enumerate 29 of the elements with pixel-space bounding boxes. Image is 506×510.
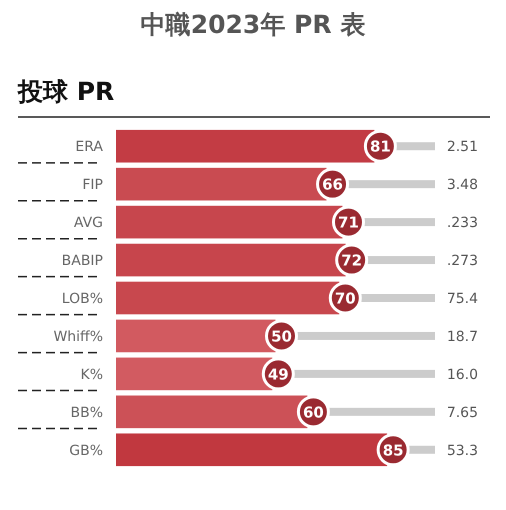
data-label: 81	[370, 138, 391, 156]
text: 75.4	[446, 291, 478, 307]
y-tick-label: BB%	[70, 404, 103, 421]
y-tick-label: ERA	[75, 139, 104, 156]
data-label: 72	[341, 252, 362, 270]
y-tick-label: LOB%	[62, 291, 103, 307]
text: 2.51	[446, 139, 478, 156]
text: .233	[446, 215, 478, 232]
text: 3.48	[446, 177, 478, 194]
y-tick-label: Whiff%	[53, 328, 103, 345]
data-label: 66	[322, 176, 343, 194]
y-tick-label: AVG	[74, 215, 103, 232]
text: 18.7	[446, 328, 478, 345]
data-label: 85	[382, 441, 404, 460]
text: .273	[446, 253, 478, 270]
y-tick-label: BABIP	[62, 253, 103, 270]
chart-subtitle: 投球 PR	[17, 77, 114, 106]
data-label: 70	[334, 290, 356, 308]
text: 7.65	[446, 404, 478, 421]
text: 16.0	[446, 366, 478, 383]
text: 53.3	[446, 442, 478, 459]
y-tick-label: K%	[80, 366, 103, 383]
y-tick-label: FIP	[82, 177, 103, 194]
data-label: 50	[271, 327, 292, 346]
data-label: 49	[268, 365, 289, 384]
y-tick-label: GB%	[69, 442, 103, 459]
chart-title: 中職2023年 PR 表	[140, 10, 366, 39]
data-label: 60	[302, 403, 324, 422]
data-label: 71	[338, 214, 359, 232]
